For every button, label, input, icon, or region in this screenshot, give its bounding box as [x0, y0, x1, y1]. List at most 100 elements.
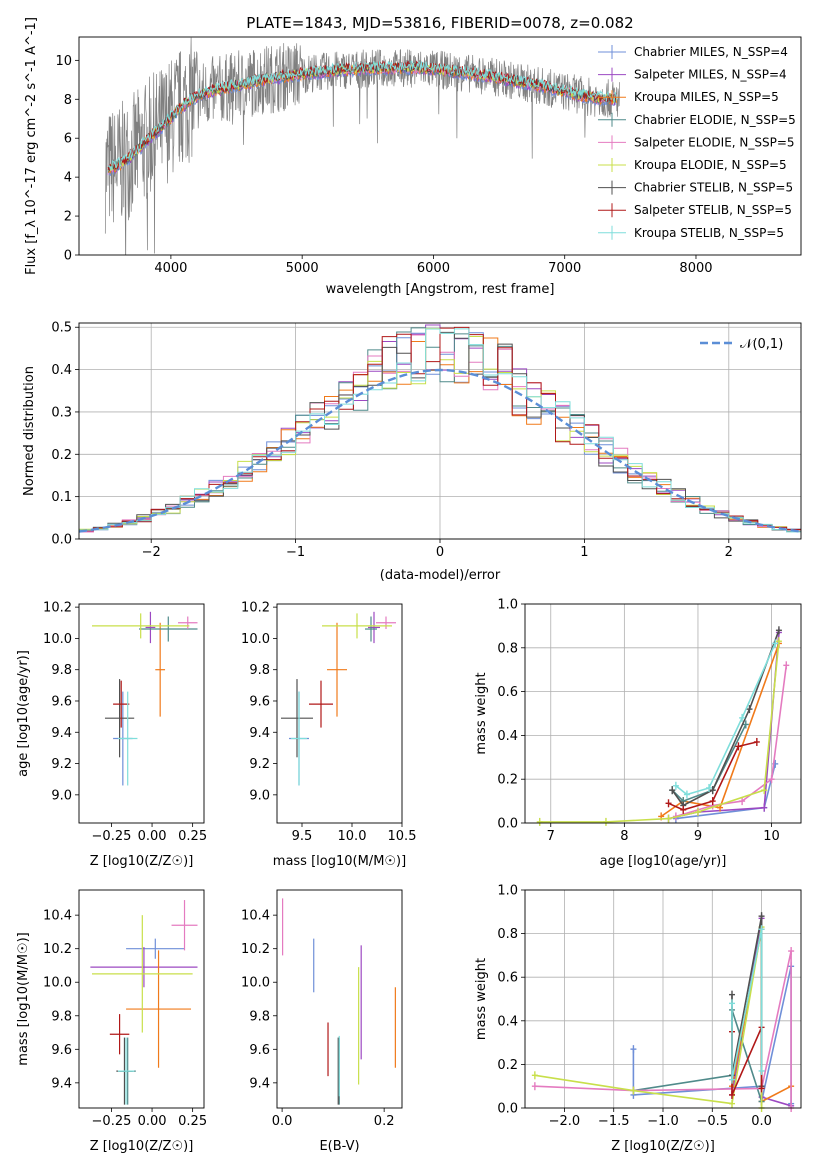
y-tick-label: 9.8: [51, 663, 72, 678]
y-tick-label: 9.4: [51, 1076, 72, 1091]
y-axis-label: mass [log10(M/M☉)]: [16, 932, 31, 1065]
legend-label: 𝒩(0,1): [740, 337, 783, 352]
x-axis-label: Z [log10(Z/Z☉)]: [611, 1139, 715, 1154]
x-tick-label: 5000: [286, 261, 319, 276]
x-tick-label: 0.25: [178, 829, 207, 844]
x-axis-label: (data-model)/error: [380, 568, 501, 583]
y-tick-label: 10.4: [241, 909, 270, 924]
weight-line-kroupa_stelib: [731, 929, 763, 1080]
x-axis-label: mass [log10(M/M☉)]: [273, 854, 406, 869]
y-tick-label: 0.0: [497, 1102, 518, 1117]
chart-title: PLATE=1843, MJD=53816, FIBERID=0078, z=0…: [246, 14, 633, 32]
y-tick-label: 0: [64, 249, 72, 264]
y-tick-label: 0.1: [51, 490, 72, 505]
y-tick-label: 0.3: [51, 405, 72, 420]
y-tick-label: 9.0: [51, 788, 72, 803]
x-tick-label: 7: [547, 829, 555, 844]
x-tick-label: −0.25: [92, 1114, 132, 1129]
y-tick-label: 0.8: [497, 641, 518, 656]
y-axis-label: Flux [f_λ 10^-17 erg cm^-2 s^-1 A^-1]: [24, 17, 39, 275]
y-tick-label: 0.8: [497, 927, 518, 942]
y-tick-label: 0.2: [497, 1058, 518, 1073]
x-tick-label: −1.0: [647, 1114, 679, 1129]
x-tick-label: 8: [620, 829, 628, 844]
x-axis-label: Z [log10(Z/Z☉)]: [90, 1139, 194, 1154]
mass_age-panel: 9.5 10.0 10.5 9.0 9.2 9.4 9.6 9.8 10.0 10.2 mass […: [241, 601, 416, 869]
y-tick-label: 0.0: [497, 817, 518, 832]
z_age-panel: −0.25 0.00 0.25 9.0 9.2 9.4 9.6 9.8 10.0 10.2 Z [l…: [16, 601, 207, 869]
x-tick-label: −0.5: [696, 1114, 728, 1129]
y-axis-label: age [log10(age/yr)]: [16, 650, 31, 777]
y-tick-label: 2: [64, 210, 72, 225]
axes-frame: [524, 889, 802, 1109]
z_weight-panel: −2.0 −1.5 −1.0 −0.5 0.0 0.0 0.2 0.4 0.6 0.8 1.0 Z […: [474, 884, 802, 1154]
y-axis-label: mass weight: [474, 672, 489, 754]
y-tick-label: 4: [64, 171, 72, 186]
x-tick-label: −1: [286, 545, 305, 560]
y-tick-label: 10.0: [43, 632, 72, 647]
y-tick-label: 9.6: [249, 694, 270, 709]
x-tick-label: 6000: [417, 261, 450, 276]
axes-frame: [78, 603, 205, 824]
y-tick-label: 1.0: [497, 598, 518, 613]
x-axis-label: Z [log10(Z/Z☉)]: [90, 854, 194, 869]
model-line-kroupa_stelib: [107, 60, 618, 171]
x-tick-label: 2: [725, 545, 733, 560]
histogram-kroupa_stelib: [79, 328, 801, 533]
legend-label: Chabrier ELODIE, N_SSP=5: [634, 113, 796, 127]
legend-label: Chabrier STELIB, N_SSP=5: [634, 181, 793, 195]
y-tick-label: 10.0: [43, 976, 72, 991]
y-tick-label: 9.4: [51, 726, 72, 741]
axes-frame: [524, 603, 802, 824]
y-tick-label: 10.4: [43, 909, 72, 924]
y-tick-label: 9.8: [249, 663, 270, 678]
x-axis-label: E(B-V): [319, 1139, 359, 1154]
y-tick-label: 10.0: [241, 976, 270, 991]
x-tick-label: 9.5: [292, 829, 313, 844]
axes-frame: [276, 889, 403, 1109]
y-tick-label: 9.4: [249, 726, 270, 741]
x-tick-label: 1: [580, 545, 588, 560]
x-tick-label: −1.5: [598, 1114, 630, 1129]
axes-frame: [78, 322, 802, 540]
x-tick-label: −2.0: [549, 1114, 581, 1129]
weight-line-kroupa_elodie: [534, 926, 763, 1108]
x-tick-label: 0.2: [374, 1114, 395, 1129]
y-tick-label: 0.0: [51, 533, 72, 548]
x-tick-label: −2: [142, 545, 161, 560]
legend-label: Kroupa MILES, N_SSP=5: [634, 90, 779, 104]
y-tick-label: 8: [64, 93, 72, 108]
y-tick-label: 10.2: [241, 942, 270, 957]
y-tick-label: 9.0: [249, 788, 270, 803]
ebv_mass-panel: 0.0 0.2 9.4 9.6 9.8 10.0 10.2 10.4 E(B-V): [241, 889, 403, 1154]
legend-label: Kroupa ELODIE, N_SSP=5: [634, 158, 787, 172]
y-tick-label: 0.6: [497, 685, 518, 700]
y-axis-label: mass weight: [474, 958, 489, 1040]
y-tick-label: 9.2: [51, 757, 72, 772]
axes-frame: [78, 36, 802, 256]
axes-frame: [78, 889, 205, 1109]
z_mass-panel: −0.25 0.00 0.25 9.4 9.6 9.8 10.0 10.2 10.4 Z [log…: [16, 889, 207, 1154]
x-tick-label: −0.25: [92, 829, 132, 844]
x-tick-label: 4000: [154, 261, 187, 276]
y-tick-label: 0.4: [51, 363, 72, 378]
y-axis-label: Normed distribution: [22, 366, 37, 496]
age_weight-panel: 7 8 9 10 0.0 0.2 0.4 0.6 0.8 1.0 age [log10(age/yr…: [474, 598, 802, 869]
x-tick-label: 0.25: [178, 1114, 207, 1129]
y-tick-label: 10.2: [43, 601, 72, 616]
x-tick-label: 8000: [679, 261, 712, 276]
y-tick-label: 0.4: [497, 1014, 518, 1029]
weight-line-kroupa_elodie: [539, 641, 780, 823]
y-tick-label: 10: [55, 54, 72, 69]
y-tick-label: 9.8: [249, 1009, 270, 1024]
legend-label: Kroupa STELIB, N_SSP=5: [634, 226, 784, 240]
x-axis-label: age [log10(age/yr)]: [600, 854, 727, 869]
x-tick-label: 9: [694, 829, 702, 844]
weight-line-chabrier_elodie: [671, 724, 747, 803]
normal-curve: [79, 368, 801, 533]
y-tick-label: 9.6: [249, 1043, 270, 1058]
y-tick-label: 0.5: [51, 321, 72, 336]
y-tick-label: 0.2: [51, 448, 72, 463]
residuals-panel: −2 −1 0 1 2 0.0 0.1 0.2 0.3 0.4 0.5 (data-model)/er…: [22, 321, 802, 583]
x-tick-label: 0.00: [138, 1114, 167, 1129]
